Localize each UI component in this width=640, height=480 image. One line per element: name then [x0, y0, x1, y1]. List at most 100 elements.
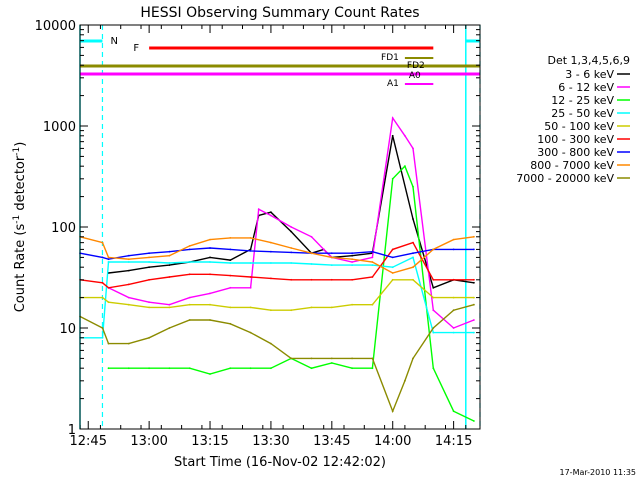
- series-4-point: [188, 303, 191, 306]
- series-0-point: [168, 264, 171, 266]
- series-1-point: [127, 296, 130, 299]
- series-7-point: [168, 254, 171, 257]
- series-line-0: [108, 135, 475, 289]
- series-1-point: [310, 235, 313, 238]
- series-7-point: [391, 272, 394, 274]
- series-3-point: [473, 331, 475, 334]
- series-6-point: [229, 248, 232, 251]
- legend-label: 12 - 25 keV: [551, 94, 614, 107]
- series-4-point: [209, 303, 211, 306]
- series-4-point: [371, 303, 374, 306]
- series-3-point: [107, 261, 110, 263]
- series-3-point: [452, 331, 455, 334]
- series-6-point: [168, 250, 171, 253]
- a0-flag-label: A0: [409, 71, 421, 81]
- series-2-point: [330, 362, 333, 364]
- series-4-point: [127, 303, 130, 306]
- series-8-point: [168, 327, 171, 329]
- series-6-point: [107, 258, 110, 261]
- series-4-point: [229, 306, 232, 309]
- y-axis-label: Count Rate (s-1 detector-1): [12, 142, 28, 313]
- series-8-point: [101, 327, 104, 329]
- series-7-point: [249, 237, 252, 239]
- series-3-point: [229, 262, 232, 264]
- series-6-point: [101, 256, 104, 259]
- series-1-point: [412, 147, 414, 150]
- legend-label: 50 - 100 keV: [544, 120, 614, 133]
- series-6-point: [351, 252, 353, 255]
- series-4-point: [452, 296, 455, 299]
- series-3-point: [168, 262, 171, 264]
- series-5-point: [310, 278, 313, 281]
- series-3-point: [371, 264, 374, 266]
- series-7-point: [452, 238, 455, 241]
- y-tick-label: 100: [51, 221, 76, 236]
- fd1-flag-label: FD1: [381, 53, 399, 63]
- series-6-point: [330, 252, 333, 255]
- series-7-point: [473, 235, 475, 238]
- series-1-point: [249, 286, 252, 289]
- series-8-point: [371, 357, 374, 360]
- series-3-point: [412, 256, 414, 259]
- series-4-point: [107, 301, 110, 304]
- series-1-point: [322, 248, 325, 251]
- series-5-point: [249, 276, 252, 278]
- series-0-point: [412, 218, 414, 220]
- series-4-point: [351, 303, 353, 306]
- series-4-point: [148, 306, 151, 309]
- series-4-point: [101, 296, 104, 299]
- series-4-point: [391, 278, 394, 281]
- y-axis-label-sup1: -1: [12, 215, 22, 224]
- series-8-point: [351, 357, 353, 360]
- series-3-point: [148, 261, 151, 263]
- series-3-point: [351, 264, 353, 266]
- series-7-point: [330, 256, 333, 259]
- series-1-point: [188, 296, 191, 299]
- series-4-point: [330, 306, 333, 309]
- series-5-point: [209, 273, 211, 276]
- series-2-point: [229, 367, 232, 370]
- series-7-point: [310, 252, 313, 255]
- series-1-point: [351, 261, 353, 263]
- series-5-point: [290, 278, 293, 281]
- series-7-point: [351, 258, 353, 261]
- series-3-point: [391, 266, 394, 269]
- series-5-point: [270, 277, 272, 280]
- series-2-point: [371, 367, 374, 370]
- series-6-point: [412, 252, 414, 255]
- series-0-point: [290, 230, 293, 233]
- series-4-point: [473, 296, 475, 299]
- series-0-point: [127, 269, 130, 272]
- series-1-point: [270, 214, 272, 217]
- series-6-point: [270, 250, 272, 253]
- series-5-point: [127, 283, 130, 286]
- series-7-point: [371, 261, 374, 263]
- series-3-point: [330, 264, 333, 266]
- chart-title: HESSI Observing Summary Count Rates: [140, 5, 419, 21]
- series-0-point: [391, 134, 394, 137]
- series-8-point: [107, 342, 110, 345]
- legend-label: 100 - 300 keV: [537, 133, 614, 146]
- series-7-point: [290, 247, 293, 249]
- x-axis-label: Start Time (16-Nov-02 12:42:02): [174, 455, 386, 470]
- series-7-point: [432, 248, 435, 251]
- series-0-point: [148, 266, 151, 269]
- legend-label: 800 - 7000 keV: [530, 159, 614, 172]
- series-1-point: [257, 208, 260, 211]
- series-4-point: [432, 296, 435, 299]
- y-axis-label-sup2: -1: [12, 147, 22, 156]
- x-tick-label: 14:00: [374, 434, 411, 449]
- series-2-point: [188, 367, 191, 370]
- y-tick-label: 10: [59, 322, 76, 337]
- series-4-point: [168, 306, 171, 309]
- series-4-point: [310, 306, 313, 309]
- series-1-point: [452, 327, 455, 329]
- series-7-point: [107, 256, 110, 259]
- series-7-point: [209, 238, 211, 241]
- series-5-point: [229, 274, 232, 277]
- legend-label: 300 - 800 keV: [537, 146, 614, 159]
- series-line-8: [79, 304, 475, 414]
- series-0-point: [351, 254, 353, 257]
- y-tick-label: 10000: [35, 19, 76, 34]
